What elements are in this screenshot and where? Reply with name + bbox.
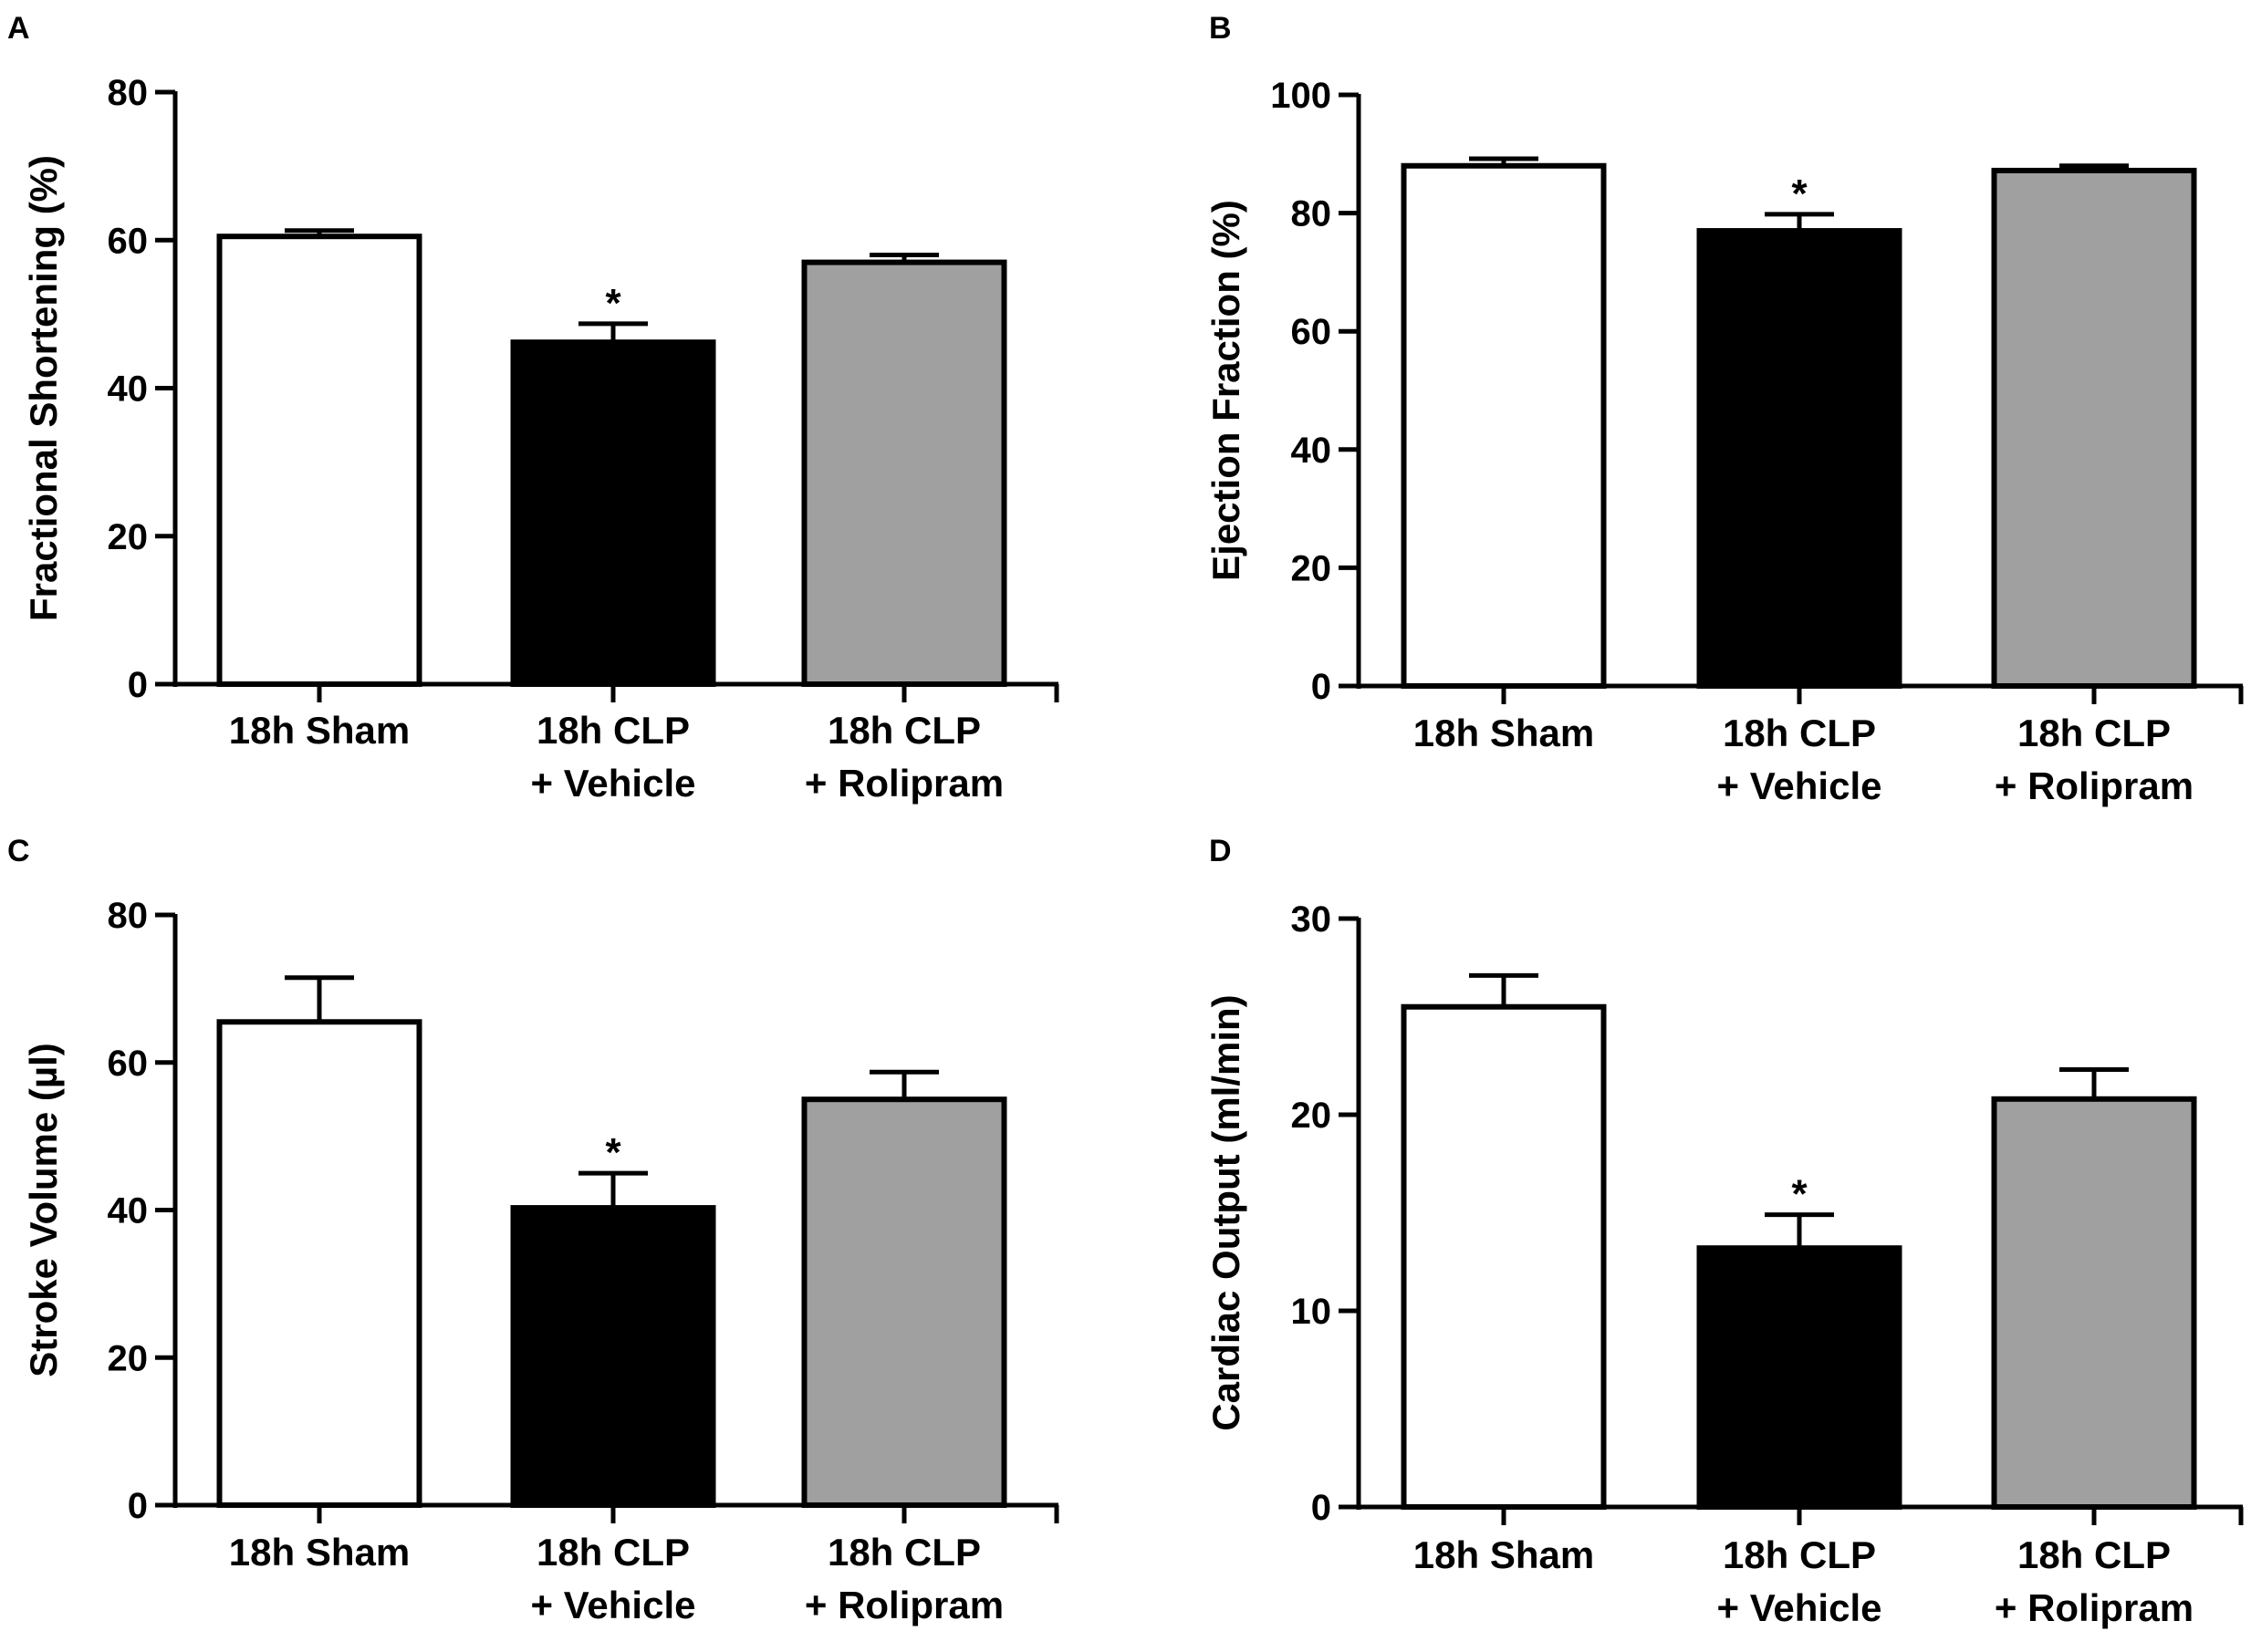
x-tick-label: + Vehicle — [1717, 764, 1882, 807]
y-tick-label: 40 — [108, 1191, 149, 1231]
bar-d-3 — [1991, 1096, 2197, 1511]
y-axis-title: Cardiac Output (ml/min) — [1204, 994, 1247, 1430]
significance-marker: * — [1791, 171, 1808, 216]
bar-c-3 — [801, 1096, 1007, 1508]
y-axis-title: Ejection Fraction (%) — [1204, 200, 1247, 581]
x-tick-label: + Vehicle — [531, 762, 696, 805]
x-tick-label: + Rolipram — [1995, 764, 2194, 807]
significance-marker: * — [1791, 1172, 1808, 1217]
y-tick-label: 30 — [1291, 899, 1332, 940]
panel-d: D 0 10 20 30 Cardiac Output (ml/min) 18h Sham *… — [1204, 834, 2244, 1629]
y-tick-label: 0 — [128, 665, 148, 705]
bar-c-1 — [216, 1019, 422, 1509]
x-tick-label: 18h Sham — [1413, 712, 1594, 754]
y-tick-label: 40 — [108, 369, 149, 410]
significance-marker: * — [605, 281, 621, 326]
y-tick-label: 20 — [108, 1338, 149, 1378]
panel-label-d: D — [1209, 834, 1232, 868]
bar-c-2 — [510, 1205, 716, 1508]
x-tick-label: 18h CLP — [1723, 712, 1876, 754]
x-tick-label: + Rolipram — [1995, 1586, 2194, 1629]
y-tick-label: 10 — [1291, 1292, 1332, 1332]
x-tick-label: 18h CLP — [828, 709, 981, 752]
bar-a-1 — [216, 234, 422, 687]
y-axis-title: Fractional Shortening (%) — [22, 155, 65, 621]
panel-label-a: A — [7, 11, 30, 46]
x-tick-label: + Vehicle — [1717, 1586, 1882, 1629]
x-tick-label: 18h CLP — [537, 1531, 690, 1574]
bar-a-3 — [801, 259, 1007, 687]
x-tick-label: 18h CLP — [2017, 1533, 2171, 1576]
significance-marker: * — [605, 1130, 621, 1175]
y-tick-label: 60 — [108, 221, 149, 261]
y-axis-title: Stroke Volume (µl) — [22, 1043, 65, 1377]
y-tick-label: 60 — [1291, 312, 1332, 352]
y-tick-label: 40 — [1291, 431, 1332, 471]
x-tick-label: 18h CLP — [828, 1531, 981, 1574]
x-tick-label: 18h CLP — [1723, 1533, 1876, 1576]
y-tick-label: 0 — [128, 1486, 148, 1526]
x-tick-label: 18h Sham — [229, 709, 410, 752]
panel-label-c: C — [7, 834, 30, 868]
y-tick-label: 0 — [1311, 667, 1331, 707]
x-tick-label: 18h CLP — [537, 709, 690, 752]
panel-c: C 0 20 40 60 80 Stroke Volume (µl) 18h Sham * 18h… — [7, 834, 1059, 1626]
y-tick-label: 20 — [1291, 1096, 1332, 1136]
x-tick-label: 18h Sham — [1413, 1533, 1594, 1576]
x-tick-label: + Rolipram — [805, 1584, 1004, 1626]
bar-d-1 — [1401, 1003, 1607, 1510]
y-tick-label: 20 — [108, 517, 149, 557]
x-tick-label: + Vehicle — [531, 1584, 696, 1626]
y-tick-label: 80 — [108, 896, 149, 936]
x-tick-label: 18h CLP — [2017, 712, 2171, 754]
panel-label-b: B — [1209, 11, 1232, 46]
x-tick-label: 18h Sham — [229, 1531, 410, 1574]
bar-b-2 — [1696, 228, 1902, 689]
y-tick-label: 80 — [1291, 194, 1332, 234]
panel-a: A 0 20 40 60 80 Fractional Shortening (%) 18h S… — [7, 11, 1059, 805]
panel-b: B 0 20 40 60 80 100 Ejection Fraction (%) 18h Sh… — [1204, 11, 2244, 807]
bar-d-2 — [1696, 1245, 1902, 1510]
y-tick-label: 80 — [108, 73, 149, 113]
y-tick-label: 0 — [1311, 1488, 1331, 1528]
bar-b-3 — [1991, 167, 2197, 690]
bar-a-2 — [510, 339, 716, 687]
y-tick-label: 100 — [1270, 76, 1331, 116]
x-tick-label: + Rolipram — [805, 762, 1004, 805]
bar-b-1 — [1401, 162, 1607, 689]
y-tick-label: 20 — [1291, 548, 1332, 588]
y-tick-label: 60 — [108, 1044, 149, 1084]
